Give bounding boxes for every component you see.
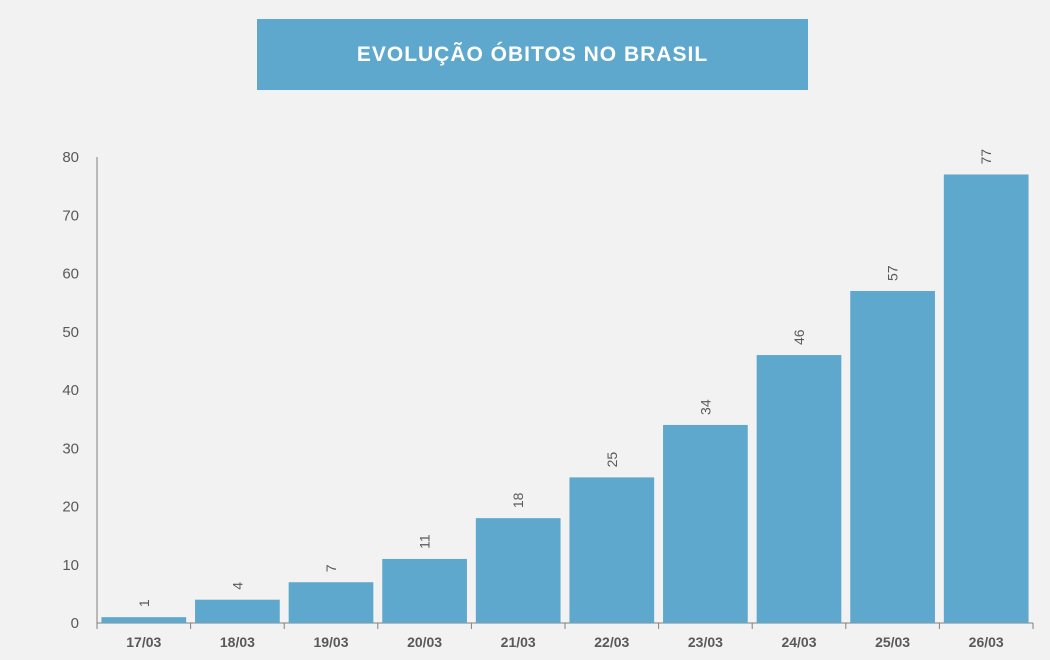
bar <box>475 518 561 623</box>
data-label: 57 <box>885 265 901 281</box>
y-tick-label: 70 <box>62 207 79 224</box>
y-tick-label: 30 <box>62 440 79 457</box>
y-tick-label: 10 <box>62 557 79 574</box>
x-tick-label: 17/03 <box>126 634 161 650</box>
bar <box>569 477 655 623</box>
chart-title: EVOLUÇÃO ÓBITOS NO BRASIL <box>356 42 709 66</box>
x-tick-label: 18/03 <box>220 634 255 650</box>
chart-labels: 17/03 1 18/03 4 19/03 7 20/03 11 21/03 18 22/03 25 2… <box>126 149 1004 650</box>
y-tick-label: 60 <box>62 266 79 283</box>
bar <box>663 424 748 623</box>
y-tick-label: 0 <box>71 615 79 632</box>
x-tick-label: 23/03 <box>688 634 723 650</box>
x-tick-label: 25/03 <box>875 634 910 650</box>
x-tick-label: 20/03 <box>407 634 442 650</box>
x-tick-label: 21/03 <box>501 634 536 650</box>
data-label: 46 <box>791 329 807 345</box>
y-tick-label: 80 <box>62 149 79 166</box>
x-tick-label: 19/03 <box>313 634 348 650</box>
chart-axes: 0 10 20 30 40 50 60 70 80 <box>62 149 1034 632</box>
bar <box>850 290 935 623</box>
data-label: 1 <box>136 599 152 607</box>
x-tick-label: 22/03 <box>594 634 629 650</box>
bar <box>101 617 187 623</box>
y-tick-label: 40 <box>62 382 79 399</box>
chart-bars <box>101 174 1029 623</box>
y-tick-label: 20 <box>62 499 79 516</box>
data-label: 34 <box>697 399 713 415</box>
chart-title-banner: EVOLUÇÃO ÓBITOS NO BRASIL <box>257 19 808 90</box>
bar <box>943 174 1029 623</box>
bar <box>382 558 467 623</box>
data-label: 25 <box>604 452 620 468</box>
data-label: 7 <box>323 564 339 572</box>
x-tick-label: 24/03 <box>781 634 816 650</box>
data-label: 18 <box>510 492 526 508</box>
data-label: 77 <box>978 149 994 165</box>
data-label: 4 <box>229 582 245 590</box>
data-label: 11 <box>417 534 433 549</box>
bar <box>756 355 842 623</box>
x-tick-label: 26/03 <box>969 634 1004 650</box>
y-tick-label: 50 <box>62 324 79 341</box>
bar <box>288 582 374 623</box>
bar <box>195 599 280 623</box>
